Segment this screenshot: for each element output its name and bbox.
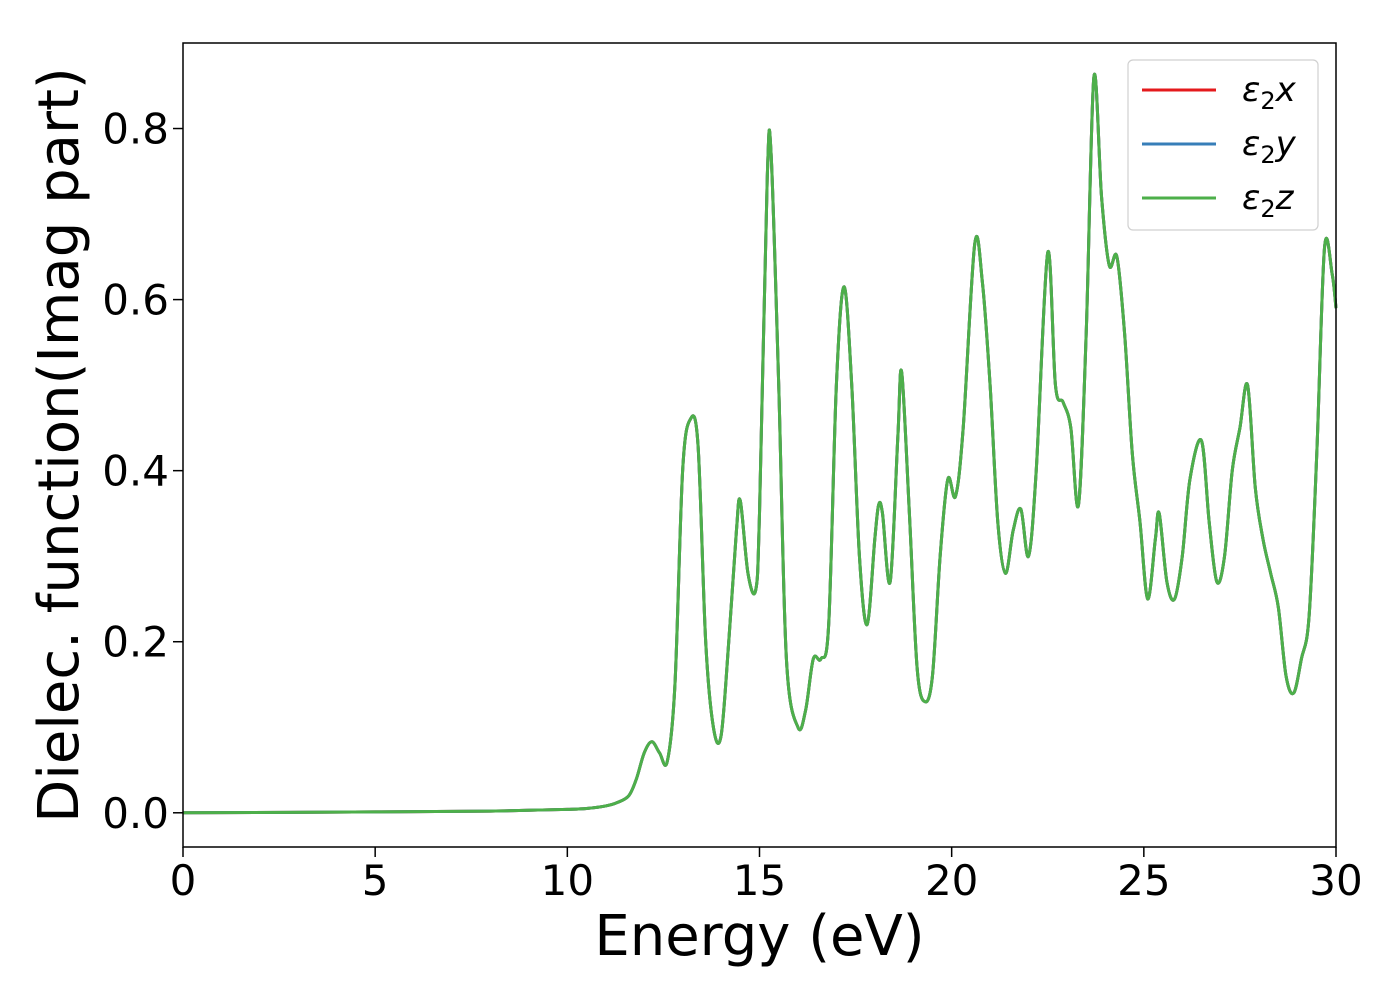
x-tick-label: 15 (733, 856, 786, 905)
plot-lines (182, 72, 1338, 815)
y-axis-ticks: 0.0 0.2 0.4 0.6 0.8 (102, 105, 183, 838)
x-tick-label: 20 (925, 856, 978, 905)
x-axis-ticks: 0 5 10 15 20 25 30 (170, 847, 1363, 905)
x-axis-title: Energy (eV) (594, 904, 924, 969)
legend-label: ε2y (1242, 124, 1297, 169)
x-tick-label: 10 (541, 856, 594, 905)
y-tick-label: 0.4 (102, 447, 169, 496)
x-tick-label: 25 (1117, 856, 1170, 905)
legend-label: ε2x (1242, 70, 1297, 115)
y-tick-label: 0.8 (102, 105, 169, 154)
y-tick-label: 0.2 (102, 618, 169, 667)
x-tick-label: 0 (170, 856, 197, 905)
legend-box (1127, 59, 1319, 231)
x-tick-label: 5 (362, 856, 389, 905)
x-tick-label: 30 (1309, 856, 1362, 905)
legend: ε2x ε2y ε2z (1127, 59, 1319, 231)
y-axis-title: Dielec. function(Imag part) (27, 67, 92, 823)
series-line-3 (182, 72, 1338, 815)
y-tick-label: 0.0 (102, 789, 169, 838)
legend-label: ε2z (1242, 178, 1295, 223)
y-tick-label: 0.6 (102, 276, 169, 325)
